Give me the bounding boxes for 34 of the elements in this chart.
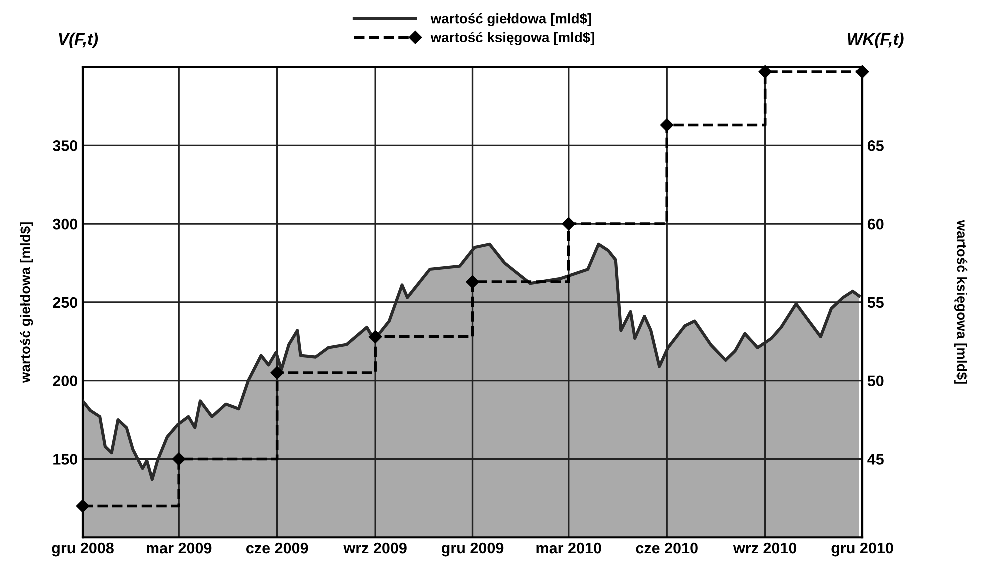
x-tick-label: wrz 2010 — [733, 542, 797, 554]
point — [856, 65, 870, 79]
y-tick-label: 150 — [54, 454, 78, 465]
point — [172, 452, 186, 466]
x-tick-label: mar 2010 — [536, 542, 602, 554]
point — [466, 275, 480, 289]
x-tick-label: gru 2009 — [442, 542, 504, 557]
y-tick-label: 250 — [53, 297, 78, 308]
y2-tick-label: 65 — [868, 140, 884, 152]
y2-tick-label: 55 — [868, 297, 884, 308]
point — [368, 330, 382, 344]
point — [758, 65, 772, 79]
text: WK(F,t) — [848, 32, 904, 48]
x-tick-label: cze 2009 — [246, 542, 308, 554]
x-tick-label: mar 2009 — [146, 542, 212, 554]
y-axis-title: wartość giełdowa [mld$] — [20, 222, 34, 384]
y2-axis-title: wartość księgowa [mld$] — [954, 220, 968, 384]
text: V(F,t) — [59, 32, 98, 48]
x-tick-label: wrz 2009 — [344, 542, 407, 554]
legend-label: wartość giełdowa [mld$] — [430, 13, 592, 27]
y2-tick-label: 60 — [868, 218, 884, 230]
x-tick-label: gru 2008 — [52, 542, 114, 557]
y-tick-label: 300 — [52, 218, 78, 230]
y-tick-label: 350 — [52, 140, 78, 152]
y-tick-label: 200 — [53, 376, 78, 387]
legend-label: wartość księgowa [mld$] — [430, 32, 594, 46]
y2-tick-label: 50 — [868, 376, 884, 387]
x-tick-label: cze 2010 — [636, 542, 698, 554]
y2-tick-label: 45 — [868, 454, 884, 465]
x-tick-label: gru 2010 — [832, 542, 894, 557]
point — [76, 500, 90, 513]
point — [660, 118, 674, 132]
point — [562, 217, 576, 231]
point — [270, 366, 284, 380]
